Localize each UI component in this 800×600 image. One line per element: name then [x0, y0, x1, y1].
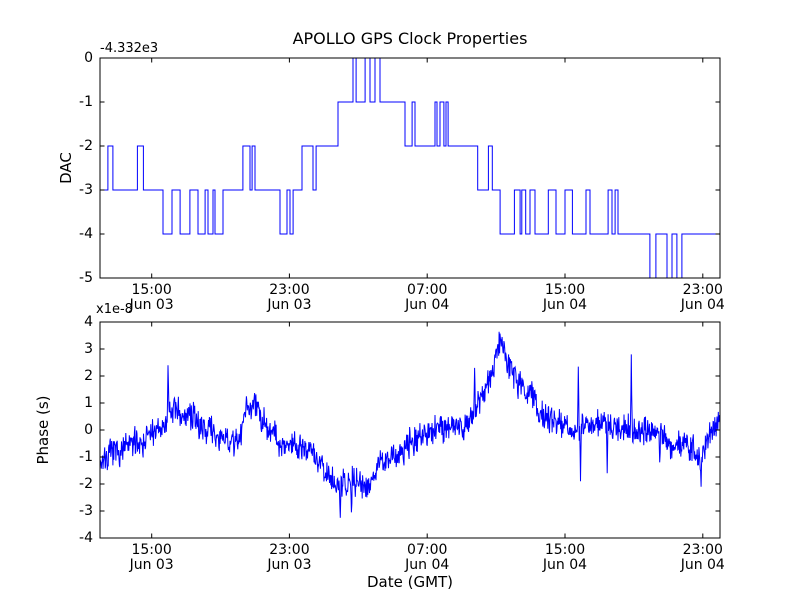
dac-y-tick-label: 0 — [84, 50, 93, 66]
phase-tick-marks — [100, 321, 720, 539]
x-tick-time: 15:00 — [544, 282, 586, 298]
x-tick-time: 23:00 — [682, 282, 723, 298]
x-tick-time: 23:00 — [269, 542, 310, 558]
dac-y-tick-label: -2 — [79, 138, 93, 154]
x-tick-date: Jun 04 — [542, 557, 588, 573]
dac-y-tick-label: -3 — [79, 182, 93, 198]
dac-tick-marks — [100, 57, 720, 279]
x-tick-time: 15:00 — [131, 282, 172, 298]
phase-y-tick-label: 1 — [84, 395, 93, 411]
x-tick-date: Jun 04 — [405, 557, 450, 573]
x-axis-label: Date (GMT) — [366, 573, 454, 591]
dac-x-tick-label: 23:00 Jun 03 — [247, 283, 331, 313]
dac-y-offset-text: -4.332e3 — [100, 41, 159, 56]
x-tick-date: Jun 03 — [129, 297, 174, 313]
phase-y-scale-text: x1e-8 — [96, 302, 133, 317]
x-tick-date: Jun 04 — [680, 557, 725, 573]
phase-y-tick-label: 3 — [84, 341, 93, 357]
dac-x-tick-label: 07:00 Jun 04 — [385, 283, 469, 313]
x-tick-time: 15:00 — [544, 542, 586, 558]
x-tick-date: Jun 04 — [542, 297, 588, 313]
dac-x-tick-label: 23:00 Jun 04 — [661, 283, 745, 313]
phase-y-tick-label: -1 — [79, 449, 93, 465]
x-tick-date: Jun 03 — [129, 557, 174, 573]
phase-x-tick-label: 23:00 Jun 04 — [661, 543, 745, 573]
phase-y-tick-label: -2 — [79, 476, 93, 492]
dac-y-tick-label: -4 — [79, 226, 93, 242]
dac-x-tick-label: 15:00 Jun 03 — [110, 283, 194, 313]
x-tick-date: Jun 04 — [405, 297, 450, 313]
phase-y-tick-label: 4 — [84, 314, 93, 330]
figure-title: APOLLO GPS Clock Properties — [292, 29, 528, 48]
phase-y-tick-label: 2 — [84, 368, 93, 384]
phase-y-tick-label: -4 — [79, 530, 93, 546]
phase-x-tick-label: 15:00 Jun 04 — [523, 543, 607, 573]
dac-x-tick-label: 15:00 Jun 04 — [523, 283, 607, 313]
dac-y-tick-label: -1 — [79, 94, 93, 110]
phase-x-tick-label: 07:00 Jun 04 — [385, 543, 469, 573]
dac-axes-border — [99, 57, 721, 279]
phase-line — [100, 331, 720, 518]
x-tick-time: 23:00 — [682, 542, 723, 558]
phase-x-tick-label: 23:00 Jun 03 — [247, 543, 331, 573]
dac-step-line — [100, 58, 720, 278]
x-tick-date: Jun 04 — [680, 297, 725, 313]
x-tick-time: 07:00 — [407, 282, 448, 298]
x-tick-date: Jun 03 — [267, 557, 312, 573]
dac-y-tick-label: -5 — [79, 270, 93, 286]
dac-y-axis-label: DAC — [57, 152, 75, 184]
phase-x-tick-label: 15:00 Jun 03 — [110, 543, 194, 573]
phase-axes-border — [99, 321, 721, 539]
x-tick-time: 23:00 — [269, 282, 310, 298]
phase-y-tick-label: 0 — [84, 422, 93, 438]
x-tick-time: 07:00 — [407, 542, 448, 558]
phase-y-tick-label: -3 — [79, 503, 93, 519]
x-tick-date: Jun 03 — [267, 297, 312, 313]
x-tick-time: 15:00 — [131, 542, 172, 558]
